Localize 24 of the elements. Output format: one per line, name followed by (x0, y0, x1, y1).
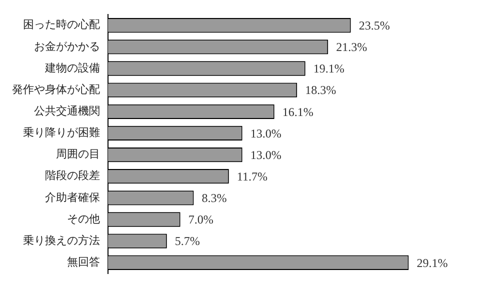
y-tick-label: 発作や身体が心配 (12, 82, 100, 96)
y-tick-label: 困った時の心配 (23, 18, 100, 32)
y-tick-label: 階段の段差 (45, 169, 100, 182)
data-label: 19.1% (313, 62, 344, 76)
data-label: 13.0% (250, 126, 282, 140)
y-tick-label: お金がかかる (34, 40, 100, 53)
data-label: 11.7% (236, 170, 268, 184)
y-tick-label: 無回答 (67, 255, 100, 268)
data-label: 18.3% (305, 83, 336, 98)
data-label: 13.0% (250, 148, 282, 162)
data-label: 29.1% (416, 256, 448, 270)
y-tick-label: 乗り換えの方法 (23, 234, 100, 247)
data-label: 21.3% (336, 40, 368, 54)
data-label: 7.0% (188, 212, 214, 227)
y-tick-label: 公共交通機関 (34, 104, 100, 118)
y-tick-label: 乗り降りが困難 (23, 126, 100, 140)
data-label: 5.7% (174, 234, 200, 248)
y-tick-label: 建物の設備 (44, 61, 100, 74)
y-tick-label: 介助者確保 (45, 190, 100, 204)
data-label: 8.3% (202, 191, 227, 206)
data-label: 23.5% (358, 18, 390, 33)
y-tick-label: その他 (67, 212, 100, 226)
y-tick-label: 周囲の目 (56, 148, 100, 161)
data-label: 16.1% (282, 104, 314, 119)
